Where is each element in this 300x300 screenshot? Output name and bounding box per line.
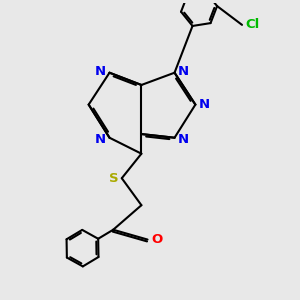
Text: N: N [95, 65, 106, 78]
Text: N: N [178, 133, 189, 146]
Text: O: O [151, 233, 162, 246]
Text: Cl: Cl [245, 18, 260, 32]
Text: S: S [109, 172, 118, 185]
Text: N: N [178, 65, 189, 78]
Text: N: N [95, 133, 106, 146]
Text: N: N [199, 98, 210, 111]
